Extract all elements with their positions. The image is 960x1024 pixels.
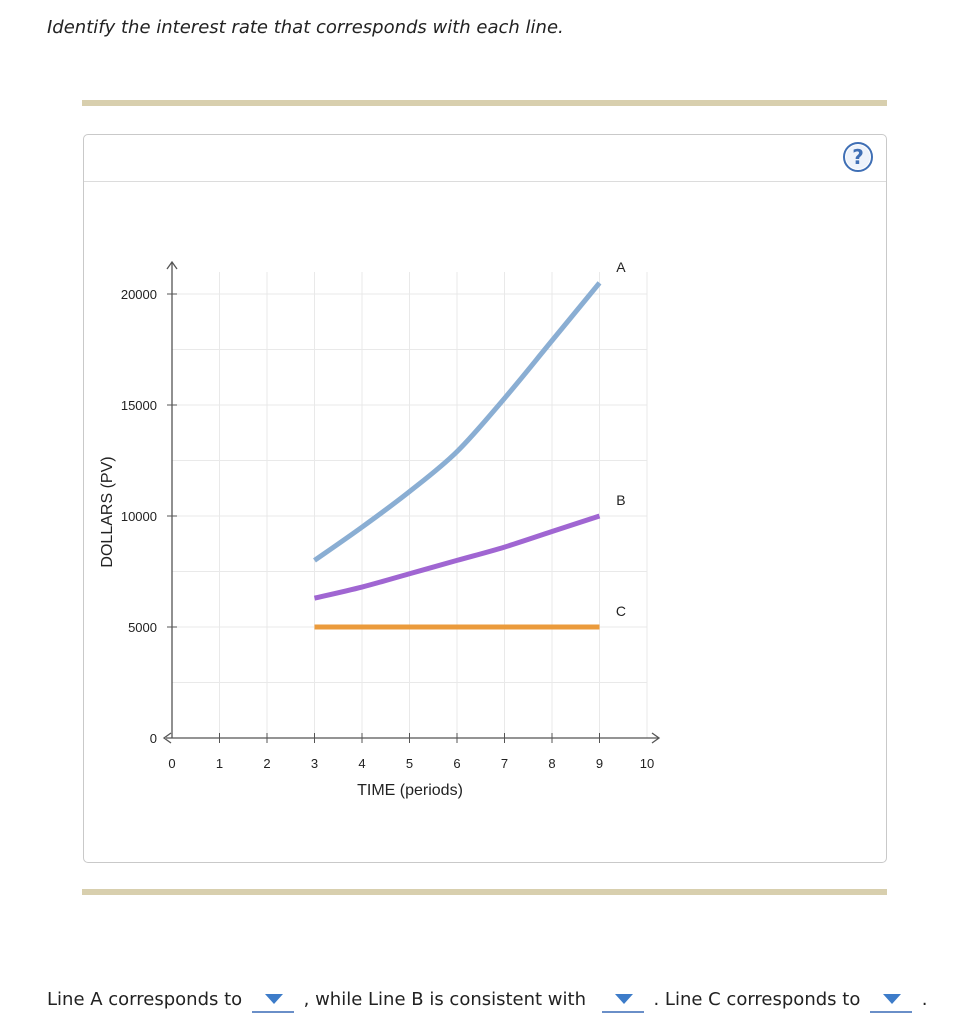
x-tick-label: 2 <box>263 756 270 771</box>
top-divider <box>82 100 887 106</box>
help-icon[interactable]: ? <box>843 142 873 172</box>
dropdown-arrow-icon <box>264 994 283 1004</box>
answer-text-3: . Line C corresponds to <box>653 988 861 1010</box>
y-tick-label: 10000 <box>121 509 157 524</box>
x-tick-label: 0 <box>168 756 175 771</box>
y-tick-label: 20000 <box>121 287 157 302</box>
x-tick-label: 4 <box>358 756 365 771</box>
answer-text-2: , while Line B is consistent with <box>303 988 586 1010</box>
y-axis-title: DOLLARS (PV) <box>99 456 116 567</box>
y-tick-label: 0 <box>150 731 157 746</box>
y-tick-label: 5000 <box>128 620 157 635</box>
dropdown-arrow-icon <box>614 994 633 1004</box>
dropdown-arrow-icon <box>883 994 902 1004</box>
instruction-text: Identify the interest rate that correspo… <box>47 17 564 38</box>
grid <box>172 272 648 738</box>
x-tick-label: 5 <box>406 756 413 771</box>
x-tick-label: 8 <box>548 756 555 771</box>
x-axis-left-arrow <box>162 732 172 744</box>
answer-text-1: Line A corresponds to <box>47 988 243 1010</box>
axes <box>162 260 661 744</box>
graph-panel: ? <box>83 134 887 863</box>
panel-header: ? <box>84 135 886 182</box>
x-tick-label: 1 <box>216 756 223 771</box>
series-label-c: C <box>616 603 626 619</box>
answer-text-4: . <box>921 988 928 1010</box>
x-tick-label: 6 <box>453 756 460 771</box>
line-c-dropdown[interactable] <box>870 985 913 1013</box>
series-line-b <box>313 513 601 601</box>
x-tick-label: 3 <box>311 756 318 771</box>
series-label-a: A <box>616 259 626 275</box>
y-axis-arrow <box>166 260 178 270</box>
line-b-dropdown[interactable] <box>601 985 644 1013</box>
x-tick-label: 10 <box>640 756 654 771</box>
y-tick-label: 15000 <box>121 398 157 413</box>
x-axis-right-arrow <box>651 732 661 744</box>
labels: 0 1 2 3 4 5 6 7 8 9 10 0 5000 10000 15000 20000 TIME (pe… <box>99 259 654 799</box>
x-tick-label: 7 <box>501 756 508 771</box>
line-a-dropdown[interactable] <box>251 985 294 1013</box>
series <box>313 281 602 630</box>
x-tick-label: 9 <box>596 756 603 771</box>
x-axis-title: TIME (periods) <box>357 782 463 799</box>
series-label-b: B <box>616 492 625 508</box>
answer-sentence: Line A corresponds to , while Line B is … <box>47 985 928 1013</box>
series-line-a <box>313 281 602 563</box>
bottom-divider <box>82 889 887 895</box>
